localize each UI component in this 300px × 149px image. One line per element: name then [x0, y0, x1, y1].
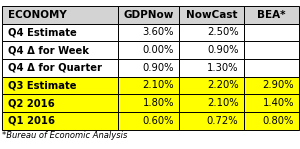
- Bar: [244, 77, 299, 94]
- Bar: [179, 41, 244, 59]
- Text: Q4 Estimate: Q4 Estimate: [8, 27, 76, 37]
- Bar: [2, 41, 118, 59]
- Bar: [179, 112, 244, 130]
- Text: 2.50%: 2.50%: [207, 27, 238, 37]
- Text: 0.90%: 0.90%: [142, 63, 174, 73]
- Text: 2.10%: 2.10%: [207, 98, 238, 108]
- Bar: [118, 6, 179, 24]
- Bar: [179, 94, 244, 112]
- Bar: [118, 112, 179, 130]
- Text: 1.80%: 1.80%: [142, 98, 174, 108]
- Text: Q3 Estimate: Q3 Estimate: [8, 80, 76, 90]
- Text: 0.72%: 0.72%: [207, 116, 238, 126]
- Bar: [179, 59, 244, 77]
- Text: 0.80%: 0.80%: [262, 116, 294, 126]
- Text: 1.40%: 1.40%: [262, 98, 294, 108]
- Bar: [118, 77, 179, 94]
- Bar: [2, 112, 118, 130]
- Bar: [179, 77, 244, 94]
- Bar: [2, 59, 118, 77]
- Text: Q4 Δ for Quarter: Q4 Δ for Quarter: [8, 63, 102, 73]
- Bar: [2, 77, 118, 94]
- Text: BEA*: BEA*: [257, 10, 286, 20]
- Bar: [179, 24, 244, 41]
- Bar: [244, 41, 299, 59]
- Text: Q1 2016: Q1 2016: [8, 116, 55, 126]
- Bar: [2, 6, 118, 24]
- Text: ECONOMY: ECONOMY: [8, 10, 67, 20]
- Text: 2.10%: 2.10%: [142, 80, 174, 90]
- Text: NowCast: NowCast: [186, 10, 237, 20]
- Text: 2.90%: 2.90%: [262, 80, 294, 90]
- Bar: [118, 24, 179, 41]
- Bar: [118, 94, 179, 112]
- Bar: [118, 41, 179, 59]
- Bar: [244, 59, 299, 77]
- Bar: [244, 94, 299, 112]
- Bar: [244, 24, 299, 41]
- Bar: [244, 112, 299, 130]
- Text: 0.90%: 0.90%: [207, 45, 238, 55]
- Bar: [118, 59, 179, 77]
- Bar: [2, 24, 118, 41]
- Bar: [179, 6, 244, 24]
- Text: Q2 2016: Q2 2016: [8, 98, 55, 108]
- Text: GDPNow: GDPNow: [124, 10, 174, 20]
- Bar: [2, 94, 118, 112]
- Text: *Bureau of Economic Analysis: *Bureau of Economic Analysis: [2, 131, 128, 140]
- Text: 1.30%: 1.30%: [207, 63, 238, 73]
- Text: 2.20%: 2.20%: [207, 80, 238, 90]
- Text: 0.00%: 0.00%: [142, 45, 174, 55]
- Bar: [244, 6, 299, 24]
- Text: 3.60%: 3.60%: [142, 27, 174, 37]
- Text: 0.60%: 0.60%: [142, 116, 174, 126]
- Text: Q4 Δ for Week: Q4 Δ for Week: [8, 45, 89, 55]
